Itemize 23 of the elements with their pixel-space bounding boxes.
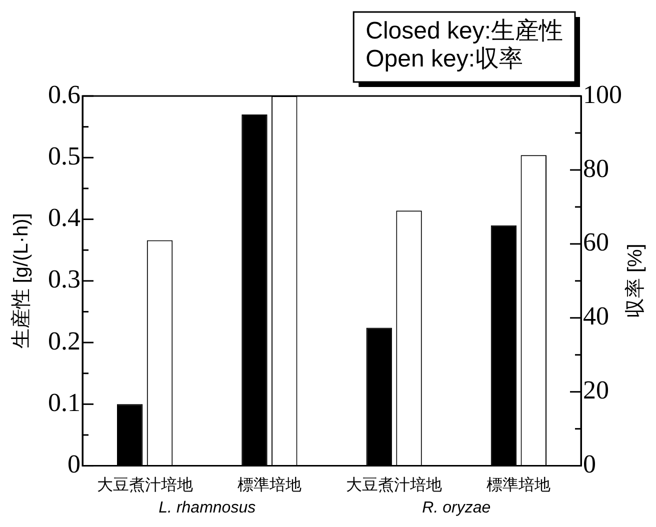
y-tick-label: 0.2 [48, 326, 80, 356]
y-tick-label: 0.3 [48, 264, 80, 294]
y2-tick-label: 20 [583, 376, 609, 405]
text: Closed key:生産性 [366, 18, 563, 45]
y-tick-label: 0.5 [48, 141, 80, 170]
x-tick-label: 標準培地 [237, 476, 302, 494]
y2-tick-label: 60 [583, 228, 609, 257]
y-tick-label: 0 [68, 450, 80, 479]
y2-axis-title: 収率 [%] [624, 244, 647, 318]
y2-tick-label: 40 [583, 302, 609, 331]
x-tick-label: 標準培地 [486, 476, 551, 494]
text: Open key:収率 [366, 46, 524, 73]
y2-tick-label: 80 [583, 154, 609, 183]
x-tick-label: 大豆煮汁培地 [346, 476, 442, 494]
y2-tick-label: 100 [583, 80, 622, 109]
y-tick-label: 0.4 [48, 203, 80, 232]
y-axis-title: 生産性 [g/(L·h)] [10, 213, 33, 349]
text: L. rhamnosus [158, 499, 256, 516]
y-tick-label: 0.6 [48, 80, 80, 109]
y-tick-label: 0.1 [48, 388, 80, 417]
y2-tick-label: 0 [583, 450, 596, 479]
x-tick-label: 大豆煮汁培地 [96, 476, 193, 494]
text: R. oryzae [422, 499, 491, 516]
